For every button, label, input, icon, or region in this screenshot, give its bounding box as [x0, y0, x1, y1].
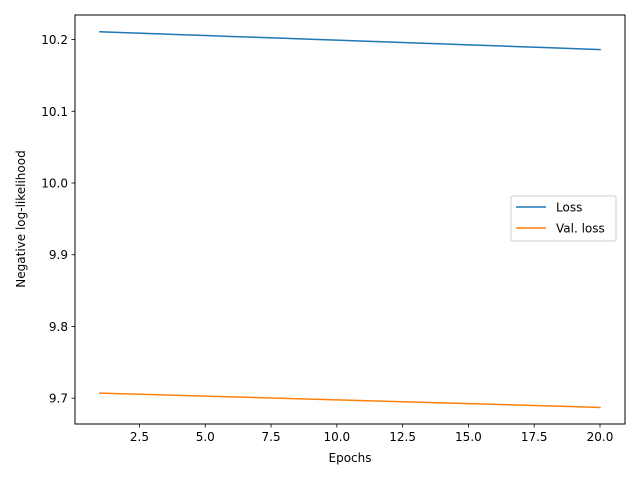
y-axis-label: Negative log-likelihood [14, 150, 28, 287]
y-axis-ticks: 9.7 9.8 9.9 10.0 10.1 10.2 [41, 33, 75, 406]
y-tick-label: 10.2 [41, 33, 68, 47]
legend-label-val-loss: Val. loss [556, 222, 605, 236]
x-tick-label: 7.5 [262, 430, 281, 444]
series-line-val-loss [99, 392, 601, 409]
x-axis-ticks: 2.5 5.0 7.5 10.0 12.5 15.0 17.5 20.0 [130, 424, 613, 444]
x-tick-label: 17.5 [521, 430, 548, 444]
x-tick-label: 10.0 [323, 430, 350, 444]
x-tick-label: 20.0 [587, 430, 614, 444]
y-tick-label: 9.9 [49, 248, 68, 262]
legend: Loss Val. loss [510, 195, 617, 242]
y-tick-label: 10.1 [41, 105, 68, 119]
y-tick-label: 9.7 [49, 392, 68, 406]
x-tick-label: 12.5 [389, 430, 416, 444]
series-layer [99, 31, 601, 409]
x-tick-label: 5.0 [196, 430, 215, 444]
y-tick-label: 10.0 [41, 176, 68, 190]
x-tick-label: 15.0 [455, 430, 482, 444]
series-line-loss [99, 31, 601, 51]
y-tick-label: 9.8 [49, 320, 68, 334]
plot-frame [74, 14, 626, 425]
x-axis-label: Epochs [329, 451, 372, 465]
legend-label-loss: Loss [556, 201, 582, 215]
x-tick-label: 2.5 [130, 430, 149, 444]
